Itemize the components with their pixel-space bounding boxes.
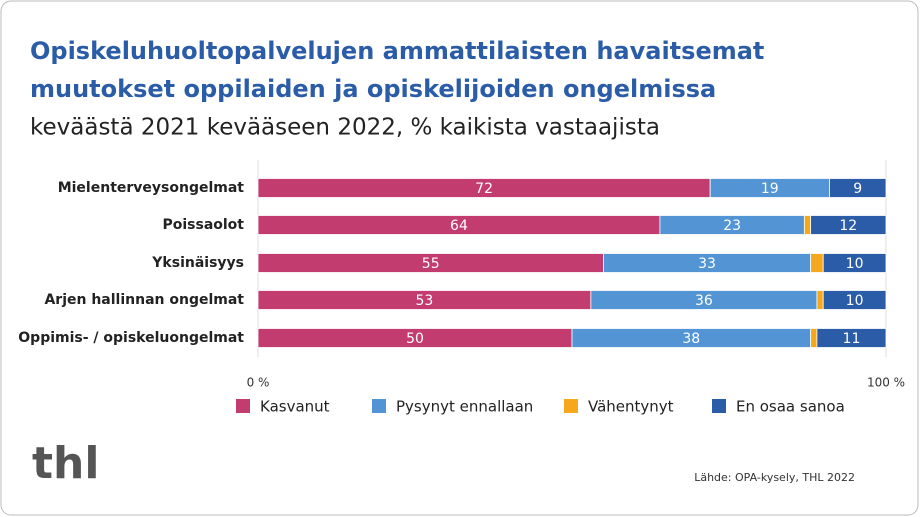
- data-label: 10: [846, 293, 864, 309]
- x-tick-label: 0 %: [247, 376, 270, 390]
- data-label: 9: [853, 181, 862, 197]
- data-label: 50: [406, 331, 424, 347]
- data-label: 23: [723, 218, 741, 234]
- legend-label: Pysynyt ennallaan: [396, 398, 533, 416]
- x-tick-label: 100 %: [867, 376, 905, 390]
- bar-segment: [803, 215, 812, 235]
- legend-swatch: [564, 399, 578, 413]
- category-label: Yksinäisyys: [151, 255, 244, 271]
- chart-subtitle: keväästä 2021 kevääseen 2022, % kaikista…: [30, 115, 660, 141]
- bar-segment: [810, 253, 824, 273]
- data-label: 19: [761, 181, 779, 197]
- bar-segment: [810, 328, 818, 348]
- category-label: Mielenterveysongelmat: [58, 180, 245, 196]
- data-label: 10: [846, 256, 864, 272]
- data-label: 53: [416, 293, 434, 309]
- data-label: 12: [839, 218, 857, 234]
- data-label: 72: [475, 181, 493, 197]
- category-label: Poissaolot: [162, 217, 244, 233]
- bar-segment: [816, 328, 887, 348]
- legend-label: En osaa sanoa: [736, 398, 845, 416]
- legend-swatch: [712, 399, 726, 413]
- bar-segment: [810, 215, 887, 235]
- data-label: 33: [698, 256, 716, 272]
- data-label: 64: [450, 218, 468, 234]
- bar-segment: [829, 178, 887, 198]
- data-label: 36: [695, 293, 713, 309]
- chart-title: muutokset oppilaiden ja opiskelijoiden o…: [30, 75, 716, 103]
- category-label: Arjen hallinnan ongelmat: [44, 292, 244, 308]
- legend-swatch: [372, 399, 386, 413]
- category-label: Oppimis- / opiskeluongelmat: [18, 330, 244, 346]
- data-label: 55: [422, 256, 440, 272]
- bar-segment: [822, 253, 887, 273]
- bar-segment: [822, 290, 887, 310]
- data-label: 11: [843, 331, 861, 347]
- legend-label: Vähentynyt: [588, 398, 674, 416]
- chart-title: Opiskeluhuoltopalvelujen ammattilaisten …: [30, 37, 764, 65]
- legend-swatch: [236, 399, 250, 413]
- logo: thl: [32, 438, 99, 489]
- source: Lähde: OPA-kysely, THL 2022: [694, 471, 855, 484]
- legend-label: Kasvanut: [260, 398, 330, 416]
- data-label: 38: [682, 331, 700, 347]
- bar-segment: [816, 290, 824, 310]
